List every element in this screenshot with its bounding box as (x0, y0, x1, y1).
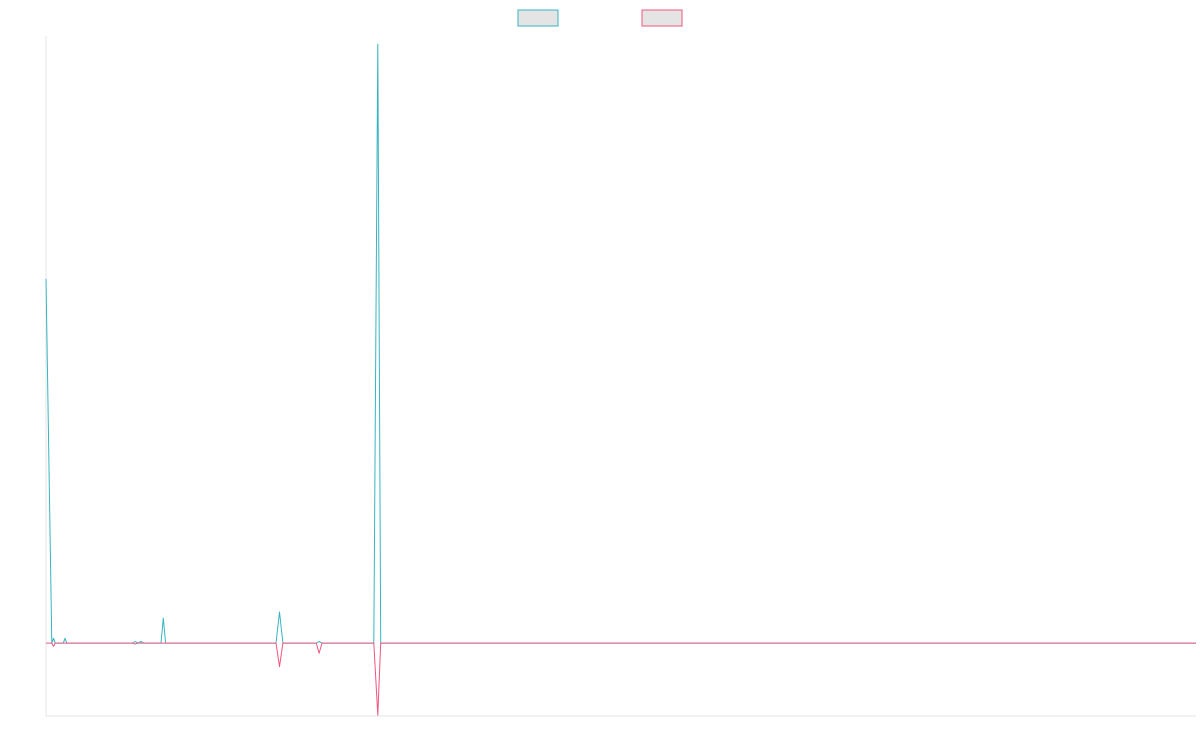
legend-swatch-2[interactable] (641, 9, 683, 27)
series-line-1 (45, 43, 1196, 644)
legend-swatch-1[interactable] (517, 9, 559, 27)
legend (517, 9, 683, 27)
series-layer (45, 43, 1196, 716)
series-line-2 (46, 642, 1196, 716)
